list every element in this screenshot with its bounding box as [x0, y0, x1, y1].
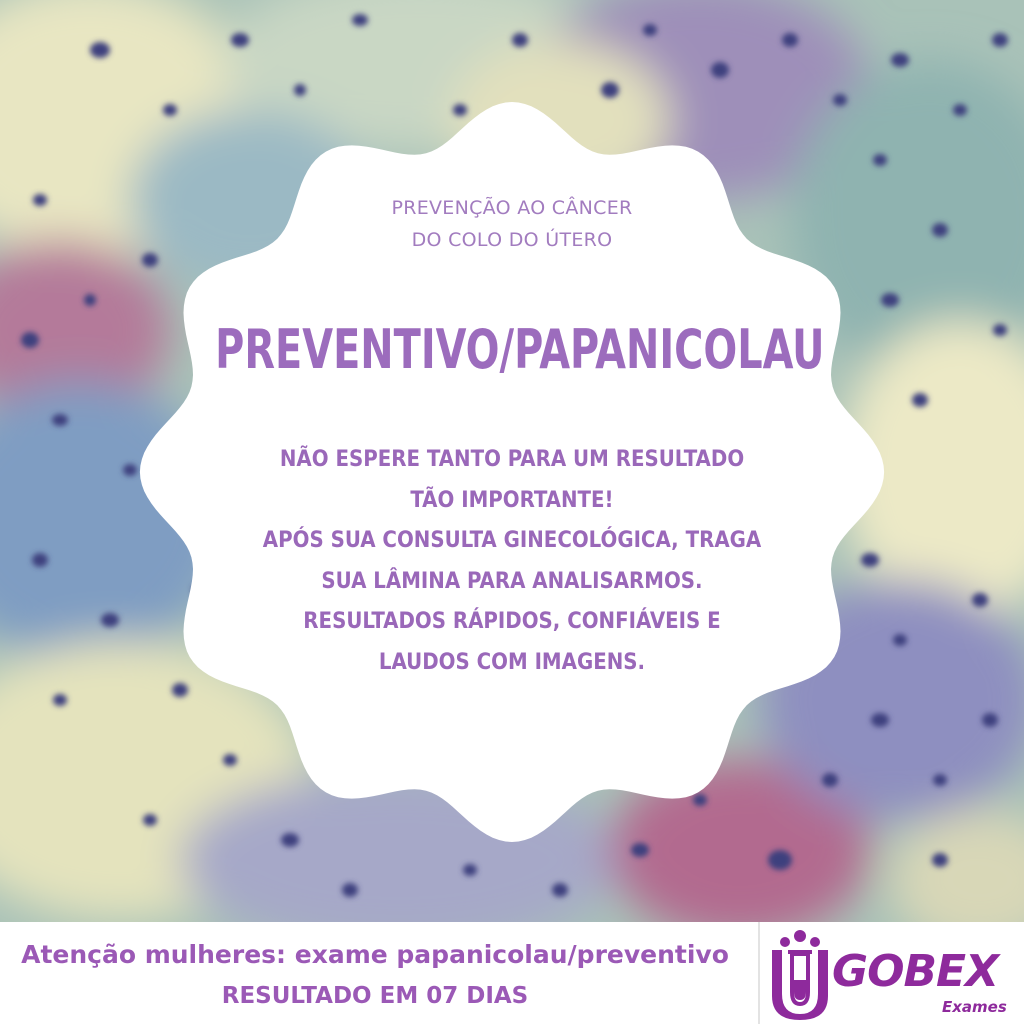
badge-subtitle: PREVENÇÃO AO CÂNCER DO COLO DO ÚTERO [262, 192, 762, 256]
body-line: NÃO ESPERE TANTO PARA UM RESULTADO [279, 447, 745, 472]
body-line: APÓS SUA CONSULTA GINECOLÓGICA, TRAGA [262, 528, 762, 553]
subtitle-line-2: DO COLO DO ÚTERO [411, 229, 613, 251]
scalloped-badge [139, 102, 885, 842]
logo-wordmark: GOBEX [832, 946, 999, 997]
body-line: RESULTADOS RÁPIDOS, CONFIÁVEIS E [303, 609, 721, 634]
page-title: PREVENTIVO/PAPANICOLAU [215, 318, 825, 381]
footer-result-time: RESULTADO EM 07 DIAS [221, 983, 529, 1009]
gobex-flask-icon [772, 930, 828, 1020]
logo-subtitle: Exames [942, 998, 1007, 1016]
footer-bar [0, 922, 1024, 1024]
footer-headline: Atenção mulheres: exame papanicolau/prev… [21, 940, 729, 969]
body-line: SUA LÂMINA PARA ANALISARMOS. [321, 568, 703, 594]
body-line: TÃO IMPORTANTE! [410, 487, 614, 513]
body-line: LAUDOS COM IMAGENS. [378, 649, 646, 675]
subtitle-line-1: PREVENÇÃO AO CÂNCER [391, 197, 633, 219]
badge-shape [139, 102, 885, 842]
footer-divider [758, 922, 760, 1024]
badge-body-text: NÃO ESPERE TANTO PARA UM RESULTADO TÃO I… [220, 440, 804, 683]
